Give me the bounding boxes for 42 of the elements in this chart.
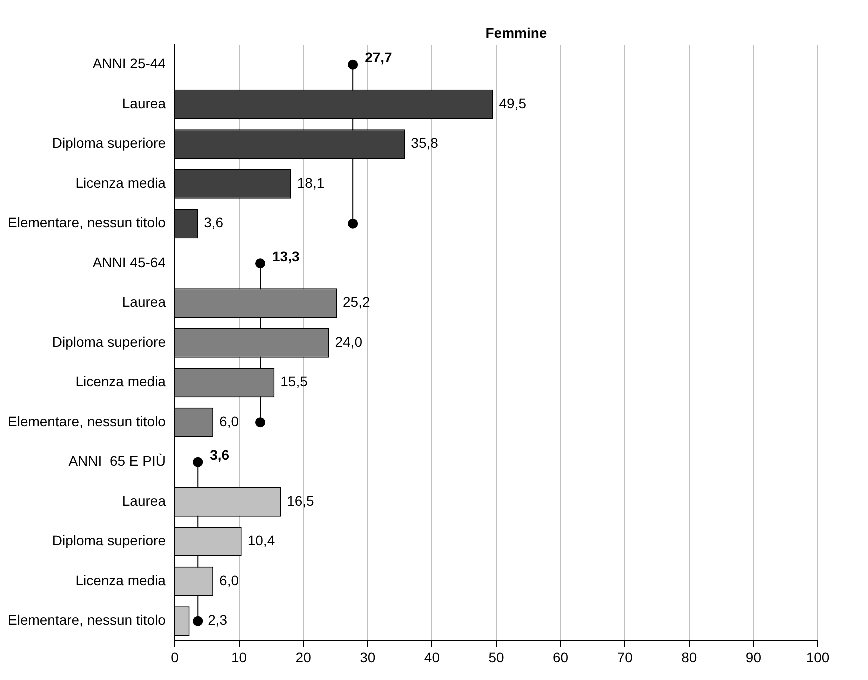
data-label: 3,6: [204, 214, 224, 231]
x-tick-label: 50: [488, 649, 504, 666]
data-label: 35,8: [411, 135, 439, 152]
data-label: 18,1: [297, 174, 325, 191]
x-tick-label: 40: [424, 649, 440, 666]
x-tick-label: 30: [360, 649, 376, 666]
data-label: 6,0: [220, 413, 240, 430]
x-tick-label: 0: [171, 649, 180, 666]
y-tick-label: Diploma superiore: [52, 532, 166, 549]
data-label: 10,4: [248, 532, 276, 549]
data-label: 24,0: [335, 334, 363, 350]
data-label: 16,5: [287, 492, 315, 509]
y-tick-label: ANNI 45-64: [92, 254, 166, 270]
x-tick-label: 20: [296, 649, 312, 666]
y-tick-label: Licenza media: [76, 174, 166, 191]
y-tick-label: Laurea: [122, 294, 166, 310]
data-label: 6,0: [220, 572, 240, 588]
chart-title: Femmine: [486, 24, 548, 41]
y-tick-label: Diploma superiore: [52, 334, 166, 350]
y-tick-label: Elementare, nessun titolo: [8, 413, 166, 430]
y-tick-label: Elementare, nessun titolo: [8, 612, 166, 628]
data-label: 15,5: [280, 374, 308, 390]
y-tick-label: Licenza media: [76, 374, 166, 390]
y-tick-label: ANNI 65 E PIÙ: [68, 453, 166, 470]
x-tick-label: 100: [806, 649, 830, 666]
y-tick-label: Elementare, nessun titolo: [8, 214, 166, 231]
data-label: 13,3: [272, 248, 300, 264]
data-label: 27,7: [365, 50, 393, 66]
data-label: 3,6: [210, 447, 230, 464]
y-tick-label: Laurea: [122, 492, 166, 509]
y-tick-label: ANNI 25-44: [92, 56, 166, 72]
x-tick-label: 10: [231, 649, 248, 666]
y-tick-label: Licenza media: [76, 572, 166, 588]
y-tick-label: Laurea: [122, 95, 166, 112]
x-tick-label: 90: [746, 649, 762, 666]
data-label: 2,3: [208, 612, 228, 628]
data-label: 49,5: [499, 95, 527, 112]
x-tick-label: 80: [682, 649, 698, 666]
x-tick-label: 60: [553, 649, 569, 666]
data-label: 25,2: [343, 294, 370, 310]
y-tick-label: Diploma superiore: [52, 135, 166, 152]
x-tick-label: 70: [617, 649, 634, 666]
